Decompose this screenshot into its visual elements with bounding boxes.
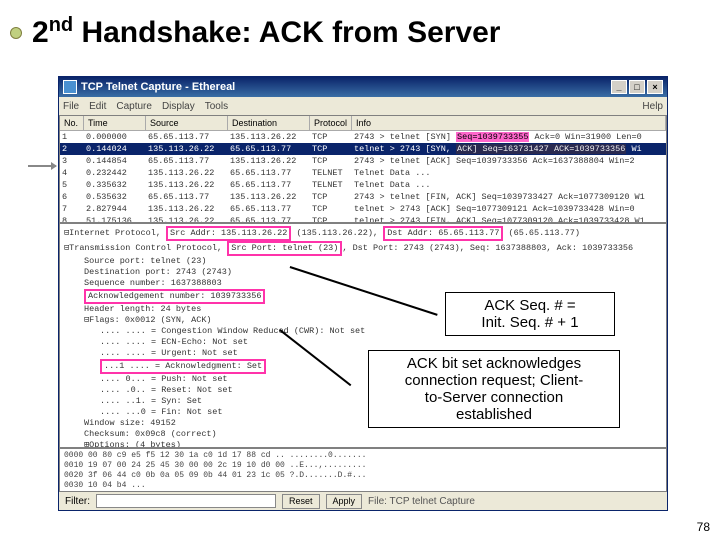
detail-line: Checksum: 0x09c8 (correct): [64, 429, 662, 440]
packet-row[interactable]: 851.175136135.113.26.2265.65.113.77TCPte…: [60, 215, 666, 223]
packet-row[interactable]: 72.827944135.113.26.2265.65.113.77TCPtel…: [60, 203, 666, 215]
col-proto[interactable]: Protocol: [310, 116, 352, 130]
reset-button[interactable]: Reset: [282, 494, 320, 509]
detail-line: ⊞Options: (4 bytes): [64, 440, 662, 448]
filter-label: Filter:: [65, 496, 90, 507]
status-text: File: TCP telnet Capture: [368, 496, 475, 507]
dst-addr-hl: Dst Addr: 65.65.113.77: [383, 226, 503, 241]
slide-bullet: [10, 27, 22, 39]
detail-line: Destination port: 2743 (2743): [64, 267, 662, 278]
hex-line: 0000 00 80 c9 e5 f5 12 30 1a c0 1d 17 88…: [64, 451, 662, 461]
apply-button[interactable]: Apply: [326, 494, 363, 509]
slide-number: 78: [697, 520, 710, 534]
packet-row[interactable]: 20.144024135.113.26.2265.65.113.77TCPtel…: [60, 143, 666, 155]
titlebar: TCP Telnet Capture - Ethereal _ □ ×: [59, 77, 667, 97]
maximize-button[interactable]: □: [629, 80, 645, 94]
menu-edit[interactable]: Edit: [89, 101, 106, 112]
close-button[interactable]: ×: [647, 80, 663, 94]
flag-line: .... .... = ECN-Echo: Not set: [64, 337, 662, 348]
packet-row[interactable]: 10.00000065.65.113.77135.113.26.22TCP274…: [60, 131, 666, 143]
menubar: File Edit Capture Display Tools Help: [59, 97, 667, 115]
menu-file[interactable]: File: [63, 101, 79, 112]
callout-ack-bit: ACK bit set acknowledges connection requ…: [368, 350, 620, 428]
callout-ack-seq: ACK Seq. # = Init. Seq. # + 1: [445, 292, 615, 336]
title-prefix: 2: [32, 16, 49, 49]
menu-help[interactable]: Help: [642, 101, 663, 112]
tcp-line: ⊟Transmission Control Protocol, Src Port…: [64, 241, 662, 256]
col-info[interactable]: Info: [352, 116, 666, 130]
col-src[interactable]: Source: [146, 116, 228, 130]
menu-display[interactable]: Display: [162, 101, 195, 112]
hex-line: 0020 3f 06 44 c0 0b 0a 05 09 0b 44 01 23…: [64, 471, 662, 481]
hex-pane[interactable]: 0000 00 80 c9 e5 f5 12 30 1a c0 1d 17 88…: [59, 448, 667, 492]
packet-row[interactable]: 40.232442135.113.26.2265.65.113.77TELNET…: [60, 167, 666, 179]
menu-capture[interactable]: Capture: [116, 101, 152, 112]
minimize-button[interactable]: _: [611, 80, 627, 94]
detail-line: Source port: telnet (23): [64, 256, 662, 267]
packet-list-header: No. Time Source Destination Protocol Inf…: [60, 116, 666, 131]
src-addr-hl: Src Addr: 135.113.26.22: [166, 226, 291, 241]
hex-line: 0030 10 04 b4 ...: [64, 481, 662, 491]
detail-line: Sequence number: 1637388803: [64, 278, 662, 289]
slide-title: 2nd Handshake: ACK from Server: [0, 0, 720, 60]
window-title: TCP Telnet Capture - Ethereal: [81, 81, 235, 93]
filter-input[interactable]: [96, 494, 276, 508]
packet-row[interactable]: 50.335632135.113.26.2265.65.113.77TELNET…: [60, 179, 666, 191]
menu-tools[interactable]: Tools: [205, 101, 228, 112]
title-rest: Handshake: ACK from Server: [73, 16, 500, 49]
col-time[interactable]: Time: [84, 116, 146, 130]
highlight-arrow: [28, 165, 56, 167]
title-sup: nd: [49, 14, 73, 36]
ip-line: ⊟Internet Protocol, Src Addr: 135.113.26…: [64, 226, 662, 241]
packet-row[interactable]: 60.53563265.65.113.77135.113.26.22TCP274…: [60, 191, 666, 203]
hex-line: 0010 19 07 00 24 25 45 30 00 00 2c 19 10…: [64, 461, 662, 471]
app-icon: [63, 80, 77, 94]
packet-list-pane[interactable]: No. Time Source Destination Protocol Inf…: [59, 115, 667, 223]
col-no[interactable]: No.: [60, 116, 84, 130]
col-dst[interactable]: Destination: [228, 116, 310, 130]
bottom-bar: Filter: Reset Apply File: TCP telnet Cap…: [59, 492, 667, 510]
packet-row[interactable]: 30.14485465.65.113.77135.113.26.22TCP274…: [60, 155, 666, 167]
src-port-hl: Src Port: telnet (23): [227, 241, 342, 256]
